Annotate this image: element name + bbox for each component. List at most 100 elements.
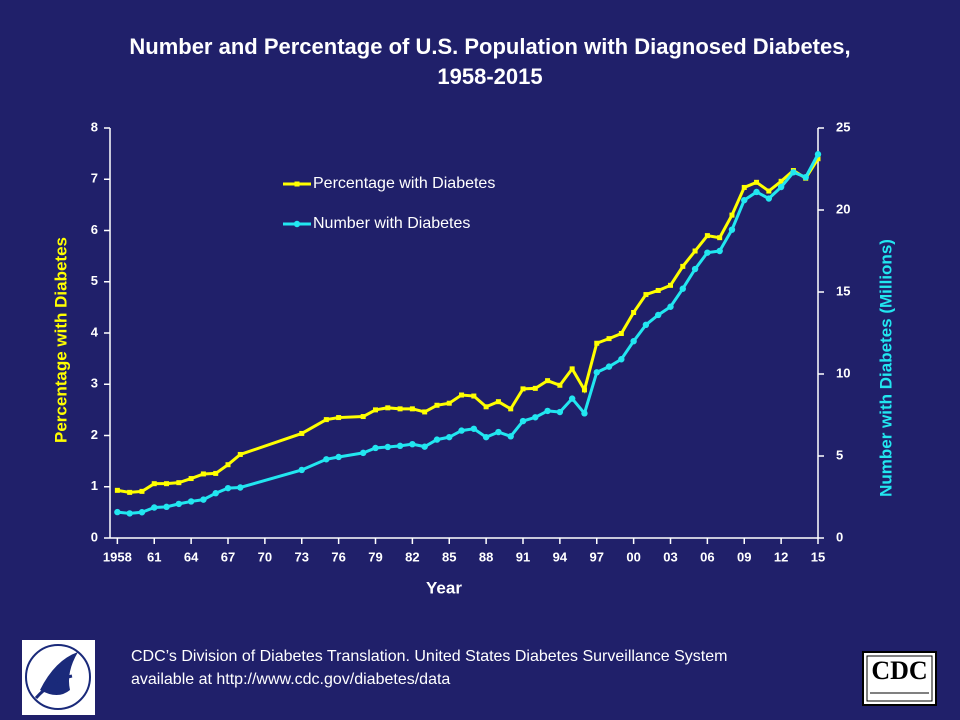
- data-point: [384, 443, 391, 451]
- cdc-logo-text: CDC: [871, 656, 927, 685]
- x-tick-label: 61: [147, 549, 161, 564]
- data-point: [373, 407, 378, 413]
- x-tick-label: 91: [516, 549, 530, 564]
- data-point: [409, 440, 416, 448]
- data-point: [164, 481, 170, 487]
- data-point: [114, 487, 120, 493]
- data-point: [778, 178, 784, 184]
- cdc-logo: CDC: [862, 651, 937, 706]
- data-point: [200, 496, 207, 503]
- x-tick-label: 94: [553, 549, 568, 564]
- data-point: [385, 405, 391, 411]
- x-tick-label: 70: [258, 549, 272, 564]
- data-point: [655, 287, 661, 293]
- data-point: [507, 433, 514, 440]
- chart-title: 1958-2015: [437, 64, 542, 89]
- data-point: [716, 247, 723, 255]
- data-point: [667, 303, 674, 310]
- y-tick-label: 5: [91, 273, 98, 288]
- data-point: [643, 292, 649, 298]
- data-point: [225, 462, 231, 468]
- data-point: [618, 356, 625, 363]
- data-point: [176, 480, 182, 486]
- x-tick-label: 88: [479, 549, 493, 564]
- data-point: [212, 490, 219, 497]
- data-point: [482, 433, 490, 441]
- data-point: [495, 428, 502, 436]
- data-point: [114, 508, 121, 516]
- data-point: [127, 489, 133, 495]
- data-point: [372, 444, 379, 452]
- data-point: [396, 442, 404, 450]
- data-point: [126, 510, 133, 517]
- data-point: [680, 263, 686, 269]
- y2-tick-label: 20: [836, 201, 850, 216]
- data-point: [336, 415, 342, 421]
- data-point: [593, 369, 600, 376]
- series-line: [117, 153, 820, 515]
- data-point: [237, 451, 243, 457]
- data-point: [594, 340, 600, 346]
- data-point: [532, 385, 538, 391]
- data-point: [754, 179, 760, 185]
- data-point: [298, 466, 305, 474]
- x-tick-label: 12: [774, 549, 788, 564]
- data-point: [790, 169, 797, 176]
- data-point: [508, 406, 514, 412]
- data-point: [630, 338, 637, 345]
- data-point: [200, 471, 206, 477]
- data-point: [765, 195, 773, 202]
- data-point: [814, 151, 822, 158]
- data-point: [323, 456, 330, 463]
- data-point: [753, 188, 760, 196]
- data-point: [766, 188, 772, 194]
- data-point: [187, 498, 195, 505]
- legend-label: Number with Diabetes: [313, 215, 470, 232]
- data-point: [655, 311, 662, 319]
- data-point: [446, 433, 453, 441]
- data-point: [459, 392, 465, 398]
- x-tick-label: 09: [737, 549, 751, 564]
- x-tick-label: 06: [700, 549, 714, 564]
- data-point: [605, 363, 613, 370]
- source-text: CDC’s Division of Diabetes Translation. …: [131, 648, 727, 665]
- y2-tick-label: 15: [836, 283, 850, 298]
- data-point: [151, 481, 157, 487]
- x-tick-label: 79: [368, 549, 382, 564]
- data-point: [213, 470, 219, 476]
- data-point: [397, 406, 403, 412]
- data-point: [815, 156, 821, 162]
- y-tick-label: 7: [91, 171, 98, 186]
- data-point: [741, 184, 747, 190]
- chart-title: Number and Percentage of U.S. Population…: [129, 34, 850, 59]
- legend-marker: [293, 220, 301, 228]
- data-point: [668, 282, 673, 288]
- data-point: [532, 414, 539, 421]
- data-point: [224, 484, 232, 492]
- y2-axis-label: Number with Diabetes (Millions): [876, 239, 895, 497]
- x-tick-label: 15: [811, 549, 825, 564]
- data-point: [471, 393, 477, 399]
- data-point: [470, 425, 478, 432]
- data-point: [138, 509, 146, 516]
- hhs-logo: [22, 640, 95, 715]
- data-point: [618, 331, 624, 337]
- data-point: [557, 382, 563, 388]
- x-tick-label: 76: [331, 549, 345, 564]
- x-tick-label: 97: [590, 549, 604, 564]
- y-tick-label: 2: [91, 427, 98, 442]
- data-point: [139, 488, 145, 494]
- y-tick-label: 4: [91, 324, 99, 339]
- x-tick-label: 67: [221, 549, 235, 564]
- data-point: [544, 407, 551, 415]
- data-point: [421, 443, 428, 450]
- data-point: [175, 500, 183, 508]
- data-point: [777, 183, 785, 191]
- data-point: [631, 310, 637, 315]
- data-point: [717, 235, 723, 241]
- data-point: [519, 417, 527, 425]
- data-point: [335, 453, 342, 461]
- legend-marker: [294, 181, 300, 187]
